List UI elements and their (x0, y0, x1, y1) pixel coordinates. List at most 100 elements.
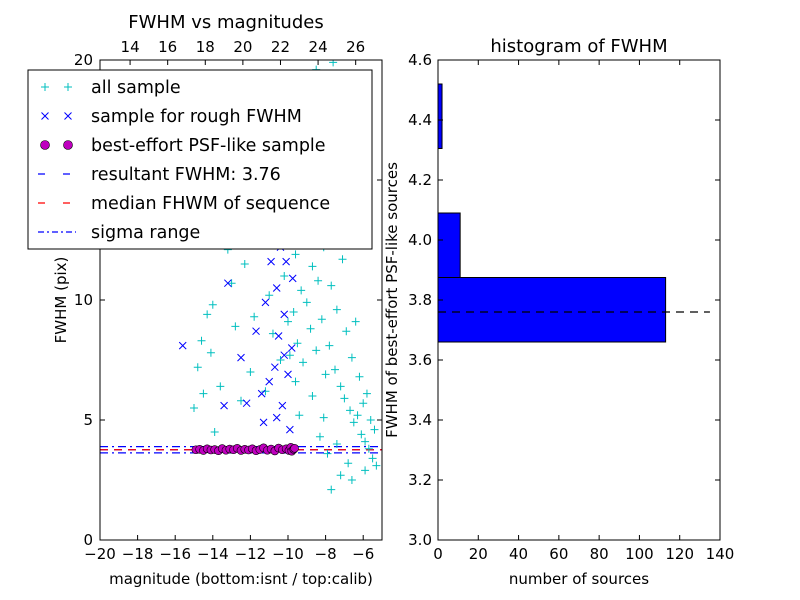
marker-1-43 (321, 370, 330, 379)
marker-1-52 (338, 255, 347, 264)
marker-2-11 (270, 363, 279, 372)
marker-1-28 (293, 339, 302, 348)
marker-2-17 (282, 257, 290, 266)
scatter-y-tick-label: 20 (74, 51, 93, 69)
legend-marker-x (64, 112, 72, 120)
histogram-x-tick-label: 80 (590, 545, 609, 563)
marker-1-18 (261, 387, 270, 396)
marker-2-20 (287, 344, 296, 352)
marker-2-29 (259, 418, 268, 427)
marker-1-83 (361, 466, 370, 475)
marker-1-80 (315, 432, 324, 441)
legend-label: resultant FWHM: 3.76 (91, 165, 281, 185)
legend-marker-circle (63, 140, 73, 150)
marker-1-6 (208, 300, 217, 309)
marker-1-78 (336, 471, 345, 480)
marker-2-18 (284, 370, 292, 379)
marker-2-16 (280, 310, 289, 319)
marker-1-11 (227, 279, 236, 288)
histogram-x-tick-label: 100 (625, 545, 654, 563)
marker-2-4 (237, 353, 245, 362)
marker-3-30 (290, 444, 299, 453)
marker-2-13 (274, 332, 283, 340)
scatter-x-tick-label: −16 (159, 545, 191, 563)
marker-1-68 (368, 454, 377, 463)
histogram-panel: 0 20 40 60 80 100 120 140 3.0 3.2 3.4 3.6 3.8 4.0 4.2 4… (383, 36, 734, 588)
legend-marker-plus (64, 83, 72, 91)
marker-1-3 (197, 336, 206, 345)
legend-label: sigma range (91, 223, 200, 243)
marker-1-26 (289, 308, 298, 316)
marker-1-51 (336, 382, 345, 391)
marker-1-9 (216, 382, 225, 391)
marker-2-3 (220, 401, 228, 410)
legend-label: all sample (91, 78, 181, 98)
marker-1-62 (357, 430, 366, 439)
marker-1-45 (325, 341, 334, 350)
legend-box (27, 69, 373, 250)
marker-2-1 (178, 341, 187, 350)
marker-1-5 (203, 310, 212, 319)
marker-1-38 (312, 346, 321, 355)
marker-2-7 (257, 389, 266, 398)
marker-2-15 (278, 401, 287, 410)
marker-1-57 (347, 353, 356, 362)
histogram-x-tick-label: 20 (469, 545, 488, 563)
marker-1-58 (349, 418, 358, 427)
legend-marker-circle (40, 140, 50, 150)
marker-1-12 (231, 322, 240, 331)
scatter-x-axis-label: magnitude (bottom:isnt / top:calib) (109, 570, 373, 588)
histogram-x-tick-label: 120 (665, 545, 694, 563)
marker-2-30 (280, 351, 289, 360)
histogram-bar-1 (437, 277, 667, 343)
marker-1-59 (351, 317, 360, 326)
histogram-y-tick-label: 3.4 (408, 411, 432, 429)
histogram-y-tick-label: 3.0 (408, 531, 432, 549)
legend-entry-2: sample for rough FWHM (41, 107, 302, 127)
histogram-x-tick-label: 140 (706, 545, 735, 563)
scatter-y-axis-label: FWHM (pix) (52, 257, 70, 344)
scatter-y-tick-label: 0 (83, 531, 93, 549)
histogram-y-tick-label: 4.2 (408, 171, 432, 189)
marker-2-27 (286, 425, 294, 434)
marker-2-6 (252, 327, 260, 336)
marker-1-72 (329, 60, 338, 67)
marker-1-27 (291, 250, 300, 259)
scatter-title: FWHM vs magnitudes (128, 12, 323, 33)
marker-1-67 (366, 416, 375, 424)
marker-1-65 (362, 389, 371, 398)
marker-1-7 (206, 348, 215, 357)
scatter-x-tick-label: −14 (197, 545, 229, 563)
marker-1-30 (297, 286, 306, 295)
histogram-plot-area (437, 83, 710, 343)
marker-2-22 (267, 257, 275, 266)
histogram-ticks: 0 20 40 60 80 100 120 140 3.0 3.2 3.4 3.6 3.8 4.0 4.2 4… (408, 51, 734, 563)
legend-marker-x (41, 112, 49, 120)
marker-1-81 (323, 449, 332, 458)
scatter-plot-area (100, 60, 382, 494)
histogram-y-tick-label: 3.6 (408, 351, 432, 369)
scatter-x-tick-label: −8 (315, 545, 337, 563)
legend-entry-1: all sample (41, 78, 181, 98)
histogram-bar-4 (437, 83, 443, 149)
marker-1-54 (342, 327, 351, 336)
marker-1-39 (314, 276, 323, 285)
marker-1-56 (346, 406, 355, 415)
scatter-top-x-tick-label: 22 (271, 38, 290, 56)
scatter-x-tick-label: −18 (122, 545, 154, 563)
marker-1-8 (210, 428, 219, 436)
marker-1-48 (331, 365, 339, 374)
marker-1-49 (332, 305, 341, 314)
histogram-y-tick-label: 3.2 (408, 471, 432, 489)
scatter-top-x-tick-label: 18 (196, 38, 215, 56)
marker-1-1 (190, 404, 198, 412)
histogram-x-tick-label: 60 (549, 545, 568, 563)
scatter-x-tick-label: −20 (84, 545, 116, 563)
legend-label: median FHWM of sequence (91, 194, 330, 214)
scatter-top-x-tick-label: 24 (309, 38, 328, 56)
marker-1-35 (306, 324, 315, 333)
marker-1-53 (340, 394, 349, 403)
marker-1-88 (319, 413, 328, 422)
marker-1-70 (372, 461, 381, 470)
histogram-y-tick-label: 4.6 (408, 51, 432, 69)
